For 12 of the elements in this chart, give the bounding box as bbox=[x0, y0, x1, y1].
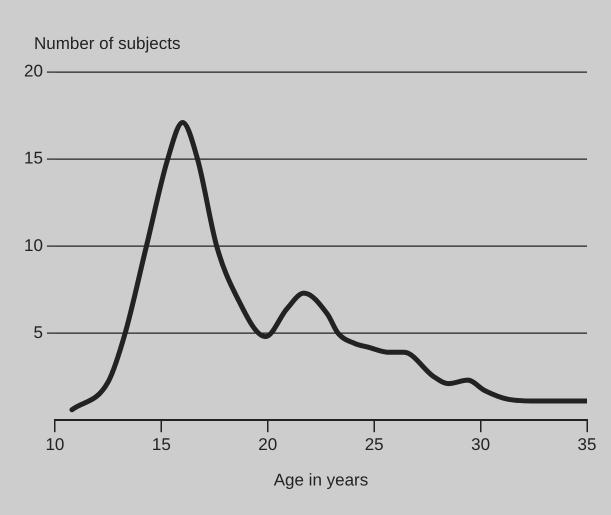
x-tick-label: 15 bbox=[152, 435, 171, 454]
x-tick-label: 35 bbox=[578, 435, 596, 454]
y-tick-label: 20 bbox=[24, 62, 43, 81]
y-tick-label: 5 bbox=[33, 322, 43, 342]
x-tick-label: 25 bbox=[364, 435, 384, 454]
x-axis-title: Age in years bbox=[274, 470, 368, 490]
y-axis-title: Number of subjects bbox=[34, 34, 180, 54]
y-tick-label: 15 bbox=[24, 148, 43, 168]
x-tick-label: 30 bbox=[471, 435, 490, 454]
x-tick-label: 10 bbox=[45, 435, 64, 454]
y-tick-label: 10 bbox=[24, 236, 43, 255]
x-tick-label: 20 bbox=[258, 435, 278, 454]
